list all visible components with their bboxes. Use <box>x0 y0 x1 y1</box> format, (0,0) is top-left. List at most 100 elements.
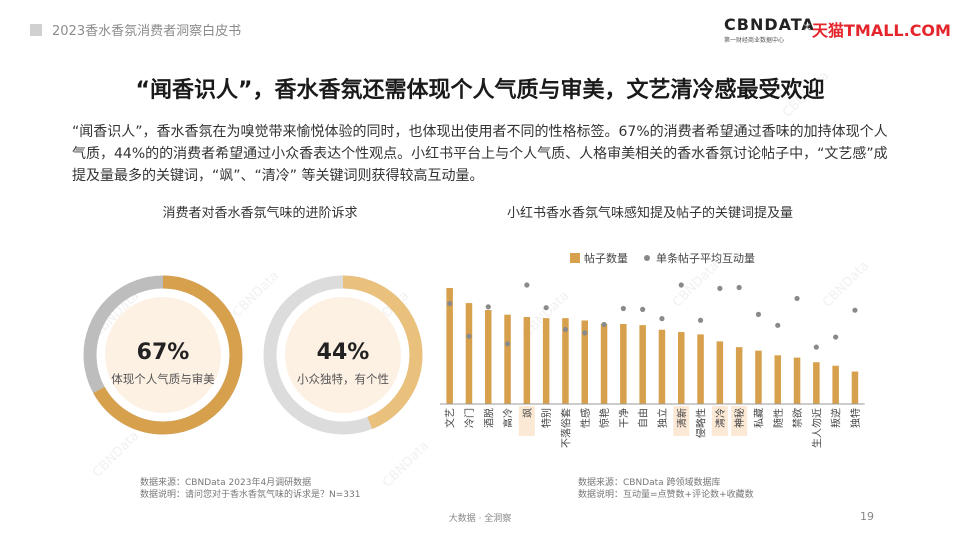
donut-2-value: 44% <box>316 340 370 365</box>
interaction-dot <box>447 300 453 307</box>
category-label: 随性 <box>772 408 785 428</box>
category-label: 文艺 <box>444 408 457 428</box>
bar <box>697 334 704 404</box>
donut-1-inner <box>105 297 221 413</box>
interaction-dot <box>697 317 704 323</box>
bar <box>793 357 801 404</box>
footer-tagline: 大数据 · 全洞察 <box>448 514 512 524</box>
interaction-dot <box>601 321 607 328</box>
bar <box>581 320 588 404</box>
bar <box>620 323 627 404</box>
cbndata-logo-subtitle: 第一财经商业数据中心 <box>724 37 785 44</box>
category-label: 酒脱 <box>482 408 495 428</box>
category-label: 侵略性 <box>695 408 708 438</box>
keyword-bar-chart: 文艺 冷门 酒脱 高冷飒特别 不落俗套 性感 惊艳 干净 自由 独立 清新 侵略性 清冷 神秘 私藏 随性 禁欲… <box>440 282 865 448</box>
donut-2-label: 小众独特，有个性 <box>297 372 389 386</box>
right-source-line-1: 数据来源：CBNData 跨领域数据库 <box>578 478 721 488</box>
bar <box>465 303 473 404</box>
interaction-dot <box>794 295 800 302</box>
keyword-highlight <box>711 406 728 436</box>
category-label: 神秘 <box>733 408 746 428</box>
interaction-dot <box>775 322 781 328</box>
right-source-line-2: 数据说明：互动量=点赞数+评论数+收藏数 <box>578 490 754 500</box>
logo-separator: × <box>802 20 813 34</box>
keyword-highlight <box>731 406 748 436</box>
bar <box>562 318 569 404</box>
keyword-highlight <box>673 406 690 436</box>
page-number: 19 <box>860 510 874 523</box>
donut-1-value: 67% <box>136 340 190 365</box>
category-label: 冷门 <box>463 408 476 428</box>
interaction-dot <box>466 333 472 339</box>
bar <box>542 318 550 404</box>
category-label: 清冷 <box>714 408 727 428</box>
bar <box>755 350 762 404</box>
category-label: 高冷 <box>502 408 515 428</box>
bar <box>716 341 724 404</box>
category-label: 独立 <box>656 408 669 428</box>
bar <box>813 362 820 404</box>
category-label: 飒 <box>521 408 534 418</box>
report-title: 2023香水香氛消费者洞察白皮书 <box>52 24 242 39</box>
left-source-line-1: 数据来源：CBNData 2023年4月调研数据 <box>140 478 312 488</box>
category-label: 清新 <box>675 408 688 428</box>
interaction-dot <box>717 285 723 291</box>
interaction-dot <box>833 334 839 340</box>
interaction-dot <box>659 316 665 322</box>
category-label: 自由 <box>637 408 650 428</box>
left-chart-title: 消费者对香水香氛气味的进阶诉求 <box>162 206 358 221</box>
interaction-dot <box>524 282 530 288</box>
interaction-dot <box>582 330 588 336</box>
category-label: 生人勿近 <box>810 408 823 448</box>
intro-paragraph: “闻香识人”，香水香氛在为嗅觉带来愉悦体验的同时，也体现出使用者不同的性格标签。… <box>72 124 888 184</box>
tmall-logo: 天猫TMALL.COM <box>812 21 951 40</box>
left-source-line-2: 数据说明：请问您对于香水香氛气味的诉求是？N=331 <box>140 490 361 500</box>
category-label: 特别 <box>541 408 553 428</box>
donut-1-arc <box>83 275 243 435</box>
donut-2-arc <box>263 275 423 435</box>
legend-dot-icon <box>644 255 650 261</box>
interaction-dot <box>852 307 858 313</box>
donut-2-inner <box>285 297 401 413</box>
right-chart-title: 小红书香水香氛气味感知提及帖子的关键词提及量 <box>506 206 793 221</box>
header-square-icon <box>30 24 42 36</box>
category-label: 私藏 <box>753 408 765 428</box>
legend-bar-label: 帖子数量 <box>584 252 628 265</box>
page-headline: “闻香识人”，香水香氛还需体现个人气质与审美，文艺清冷感最受欢迎 <box>135 78 825 103</box>
category-label: 不落俗套 <box>559 408 572 448</box>
bar <box>485 310 492 404</box>
interaction-dot <box>620 305 626 312</box>
bar <box>678 332 685 404</box>
bar <box>774 355 781 404</box>
bar <box>446 288 453 404</box>
keyword-highlight <box>518 406 535 436</box>
interaction-dot <box>504 341 511 347</box>
bar <box>639 325 646 404</box>
interaction-dot <box>813 344 819 350</box>
bar <box>600 323 608 404</box>
interaction-dot <box>543 305 549 311</box>
right-source: 数据来源：CBNData 跨领域数据库 数据说明：互动量=点赞数+评论数+收藏数 <box>578 477 828 501</box>
category-label: 性感 <box>579 408 592 428</box>
bar <box>504 314 511 404</box>
category-label: 独特 <box>849 408 862 428</box>
donut-chart-2 <box>263 275 423 435</box>
bar <box>658 329 666 404</box>
interaction-dot <box>640 306 646 312</box>
category-label: 禁欲 <box>791 408 804 428</box>
cbndata-logo: CBNDATA <box>724 15 815 34</box>
interaction-dot <box>562 326 569 333</box>
interaction-dot <box>755 311 762 317</box>
legend-bar-swatch <box>570 253 580 263</box>
legend-dot-label: 单条帖子平均互动量 <box>656 252 755 265</box>
category-label: 干净 <box>617 408 630 428</box>
left-source: 数据来源：CBNData 2023年4月调研数据 数据说明：请问您对于香水香氛气… <box>140 477 390 501</box>
donut-1-label: 体现个人气质与审美 <box>111 372 215 386</box>
bar <box>851 371 859 404</box>
bar <box>523 317 531 404</box>
category-label: 惊艳 <box>598 408 611 428</box>
category-label: 叛逆 <box>830 408 843 428</box>
donut-chart-1 <box>83 275 243 435</box>
bar <box>832 365 839 404</box>
interaction-dot <box>678 282 684 288</box>
